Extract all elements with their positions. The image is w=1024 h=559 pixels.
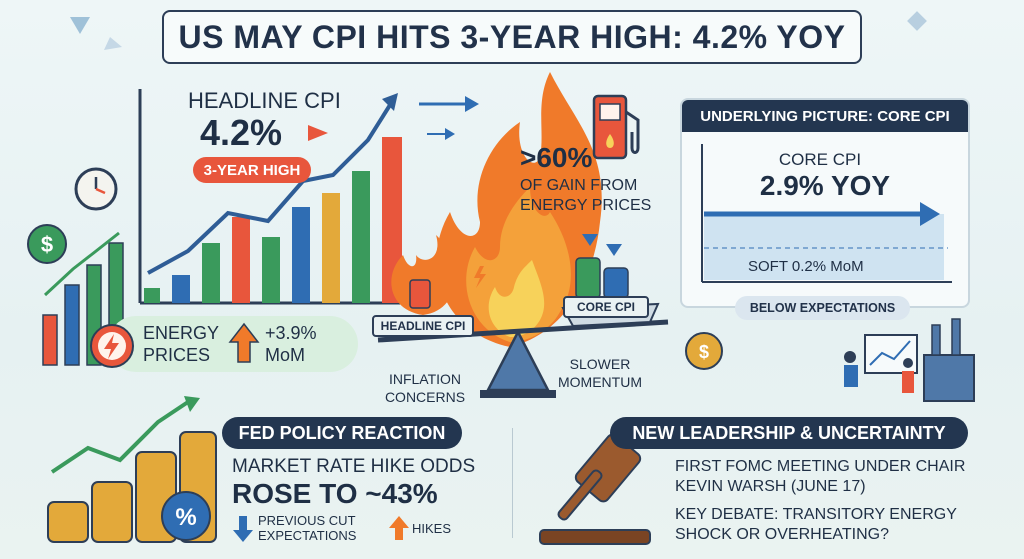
up-arrow-icon (308, 125, 328, 141)
energy-prices-label: ENERGY PRICES (143, 323, 219, 365)
rate-hike-odds-value: ROSE TO ~43% (232, 478, 438, 509)
energy-bolt-icon (90, 324, 134, 368)
chart-bar (144, 288, 160, 303)
percent-symbol: % (175, 504, 196, 531)
page-title: US MAY CPI HITS 3-YEAR HIGH: 4.2% YOY (178, 18, 846, 55)
chart-bar (292, 207, 310, 303)
core-cpi-value: 2.9% YOY (759, 170, 891, 201)
fed-policy-header: FED POLICY REACTION (222, 417, 462, 449)
gavel-icon (539, 433, 651, 545)
key-debate-text: KEY DEBATE: TRANSITORY ENERGY SHOCK OR O… (675, 506, 957, 543)
core-cpi-header: UNDERLYING PICTURE: CORE CPI (682, 100, 968, 132)
up-arrow-icon (228, 322, 260, 363)
chart-bar (322, 193, 340, 303)
rate-hike-odds-label: MARKET RATE HIKE ODDS (232, 456, 476, 477)
headline-cpi-label: HEADLINE CPI (188, 88, 341, 113)
headline-cpi-value: 4.2% (200, 112, 283, 153)
section-divider (512, 428, 513, 538)
three-year-high-badge: 3-YEAR HIGH (193, 157, 311, 183)
dollar-symbol: $ (41, 232, 53, 257)
fomc-meeting-text: FIRST FOMC MEETING UNDER CHAIR KEVIN WAR… (675, 458, 966, 495)
hikes-label: HIKES (412, 521, 452, 536)
clock-icon (74, 167, 118, 211)
decor-triangles-icon (70, 17, 122, 50)
scale-right-pan-label: CORE CPI (563, 296, 649, 318)
core-cpi-mom: SOFT 0.2% MoM (748, 258, 864, 275)
up-arrow-icon (389, 516, 409, 540)
down-arrow-icon (233, 516, 253, 542)
title-banner: US MAY CPI HITS 3-YEAR HIGH: 4.2% YOY (162, 10, 862, 64)
chart-bar (172, 275, 190, 303)
trend-arrow-icon (382, 93, 398, 111)
decor-diamond-icon (907, 11, 927, 31)
headline-cpi-chart (138, 89, 408, 305)
energy-gain-description: OF GAIN FROM ENERGY PRICES (520, 177, 652, 214)
flow-arrows-icon (419, 96, 479, 140)
chart-bar (262, 237, 280, 303)
core-cpi-label: CORE CPI (778, 150, 862, 169)
energy-flames-icon (436, 72, 602, 347)
leadership-header: NEW LEADERSHIP & UNCERTAINTY (610, 417, 968, 449)
chart-bar (382, 137, 402, 303)
previous-cut-expectations: PREVIOUS CUT EXPECTATIONS (258, 513, 357, 543)
energy-change-period: MoM (265, 345, 305, 365)
mini-bar-chart-icon (42, 231, 124, 366)
chart-bar (232, 217, 250, 303)
factory-analyst-icon: $ (685, 318, 975, 402)
trend-line (147, 103, 392, 275)
energy-prices-card (108, 316, 358, 372)
gas-pump-icon (592, 94, 640, 160)
slower-momentum-label: SLOWER MOMENTUM (558, 356, 642, 390)
chart-bar (202, 243, 220, 303)
energy-change-block: +3.9% MoM (265, 322, 317, 366)
chart-bar (352, 171, 370, 303)
core-cpi-chart (701, 144, 952, 283)
energy-change-value: +3.9% (265, 323, 317, 343)
dollar-symbol: $ (699, 342, 709, 362)
dollar-coin-icon: $ (27, 224, 67, 264)
energy-gain-value: >60% (520, 142, 593, 173)
inflation-concerns-label: INFLATION CONCERNS (384, 371, 466, 405)
scale-left-pan-label: HEADLINE CPI (372, 315, 474, 337)
coin-stacks-icon: % (47, 396, 217, 543)
below-expectations-badge: BELOW EXPECTATIONS (735, 296, 910, 320)
